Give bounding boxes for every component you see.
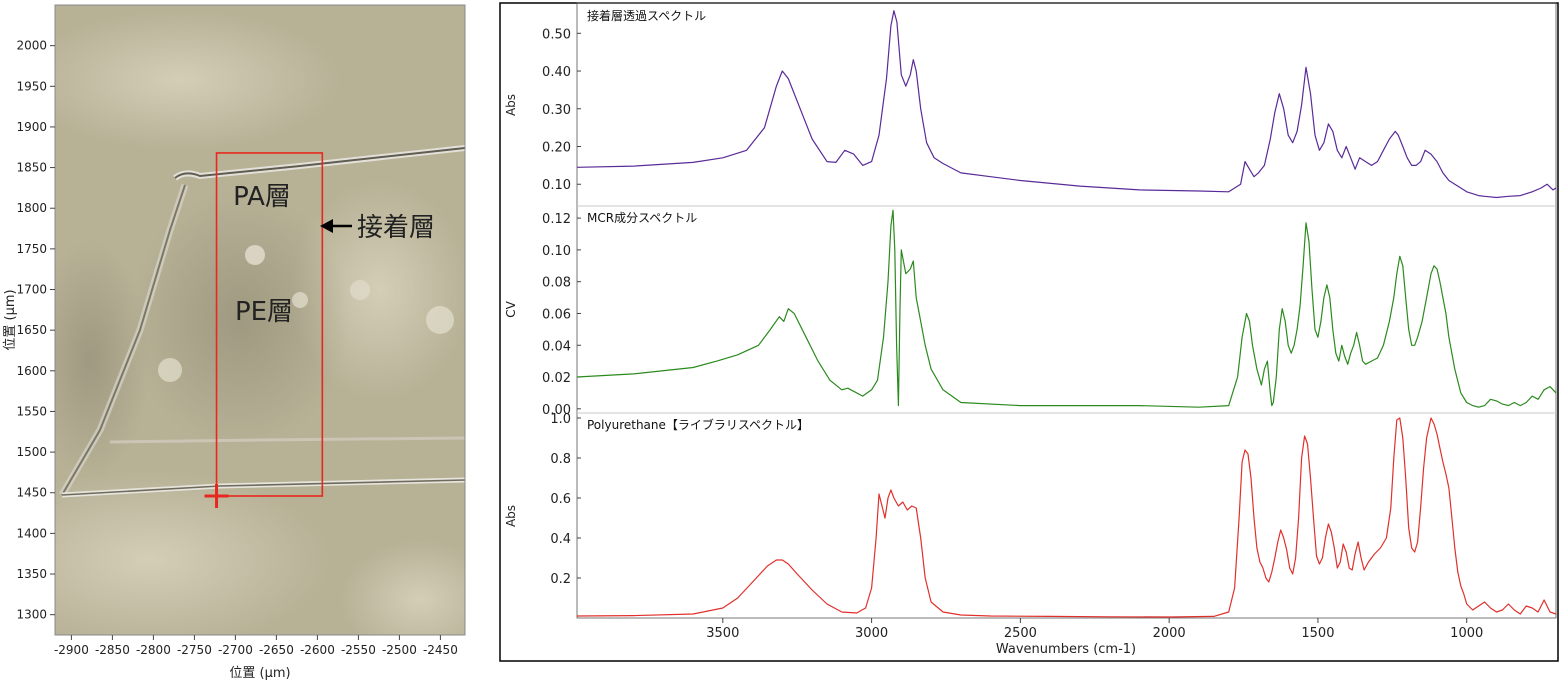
particle bbox=[158, 358, 182, 382]
spectrum-title: Polyurethane【ライブラリスペクトル】 bbox=[587, 417, 809, 432]
y-axis-label: Abs bbox=[504, 94, 518, 116]
pa-layer-label: PA層 bbox=[233, 182, 291, 212]
y-tick-label: 0.04 bbox=[542, 339, 571, 354]
spectra-panel: 接着層透過スペクトル 0.10 0.20 0.30 0.40 0.50 Abs MCR成分スペ… bbox=[499, 2, 1559, 662]
position-marker bbox=[204, 483, 229, 508]
micrograph-image bbox=[55, 5, 465, 635]
y-tick-label: 0.6 bbox=[550, 492, 571, 507]
y-tick-label: 0.00 bbox=[542, 403, 571, 418]
micrograph-axes: -2900 -2850 -2800 -2750 -2700 -2650 -2600 -2550… bbox=[16, 39, 457, 657]
y-tick-label: 0.02 bbox=[542, 371, 571, 386]
texture-light bbox=[55, 10, 340, 150]
roi-rectangle bbox=[215, 152, 324, 497]
micrograph-y-tick-label: 1750 bbox=[16, 242, 47, 256]
y-tick-label: 0.10 bbox=[542, 178, 571, 193]
y-axis-label: Abs bbox=[504, 505, 518, 527]
adhesive-arrow bbox=[320, 219, 352, 233]
texture-light bbox=[55, 470, 330, 635]
y-tick-label: 0.06 bbox=[542, 307, 571, 322]
y-tick-label: 0.4 bbox=[550, 532, 571, 547]
micrograph-y-tick-label: 1400 bbox=[16, 526, 47, 540]
micrograph-y-tick-label: 1950 bbox=[16, 79, 47, 93]
micrograph-x-tick-label: -2800 bbox=[136, 643, 171, 657]
micrograph-y-tick-label: 1600 bbox=[16, 364, 47, 378]
x-tick-label: 3500 bbox=[706, 626, 739, 641]
x-tick-label: 3000 bbox=[855, 626, 888, 641]
wavenumber-axis-label: Wavenumbers (cm-1) bbox=[996, 642, 1136, 657]
y-tick-label: 0.40 bbox=[542, 65, 571, 80]
micrograph-x-tick-label: -2450 bbox=[423, 643, 458, 657]
y-tick-label: 0.20 bbox=[542, 141, 571, 156]
micrograph-x-tick-label: -2750 bbox=[177, 643, 212, 657]
micrograph-x-tick-label: -2650 bbox=[259, 643, 294, 657]
y-tick-label: 0.12 bbox=[542, 212, 571, 227]
micrograph-y-tick-label: 1550 bbox=[16, 404, 47, 418]
particle bbox=[350, 280, 370, 300]
texture-light bbox=[340, 540, 465, 635]
micrograph-x-label: 位置 (µm) bbox=[229, 666, 290, 681]
micrograph-y-tick-label: 1500 bbox=[16, 445, 47, 459]
spectrum-panel-1: 接着層透過スペクトル 0.10 0.20 0.30 0.40 0.50 Abs bbox=[504, 8, 1557, 199]
y-tick-label: 0.2 bbox=[550, 572, 571, 587]
micrograph-x-tick-label: -2900 bbox=[54, 643, 89, 657]
micrograph-x-tick-label: -2850 bbox=[95, 643, 130, 657]
spectra-outer-frame bbox=[499, 2, 1559, 662]
y-tick-label: 1.0 bbox=[550, 412, 571, 427]
spectrum-title: 接着層透過スペクトル bbox=[587, 8, 706, 23]
spectrum-line bbox=[576, 417, 1557, 618]
spectrum-panel-2: MCR成分スペクトル 0.00 0.02 0.04 0.06 0.08 0.10 0.12 CV bbox=[504, 205, 1557, 418]
spectra-panels: 接着層透過スペクトル 0.10 0.20 0.30 0.40 0.50 Abs MCR成分スペ… bbox=[504, 8, 1557, 618]
spectrum-line bbox=[576, 10, 1557, 199]
y-tick-label: 0.30 bbox=[542, 103, 571, 118]
y-axis-label: CV bbox=[504, 300, 518, 317]
spectrum-panel-3: Polyurethane【ライブラリスペクトル】 0.2 0.4 0.6 0.8 1.0 A… bbox=[504, 412, 1557, 618]
micrograph-frame bbox=[54, 4, 466, 636]
particle bbox=[426, 306, 454, 334]
pe-layer-label: PE層 bbox=[235, 297, 293, 327]
lower-boundary-line bbox=[61, 479, 465, 496]
texture-dark bbox=[55, 240, 150, 480]
texture-dark bbox=[130, 190, 350, 450]
lower-boundary bbox=[109, 436, 465, 444]
micrograph-y-tick-label: 1900 bbox=[16, 120, 47, 134]
micrograph-y-tick-label: 1450 bbox=[16, 486, 47, 500]
y-tick-label: 0.50 bbox=[542, 27, 571, 42]
pa-boundary-line bbox=[174, 147, 465, 179]
spectra-plot-area bbox=[576, 2, 1557, 619]
y-tick-label: 0.10 bbox=[542, 244, 571, 259]
x-tick-label: 2000 bbox=[1153, 626, 1186, 641]
micrograph-y-tick-label: 1650 bbox=[16, 323, 47, 337]
micrograph-y-tick-label: 2000 bbox=[16, 39, 47, 53]
micrograph-panel: -2900 -2850 -2800 -2750 -2700 -2650 -2600 -2550… bbox=[3, 4, 466, 681]
particle bbox=[245, 245, 265, 265]
micrograph-y-tick-label: 1700 bbox=[16, 283, 47, 297]
micrograph-x-tick-label: -2700 bbox=[218, 643, 253, 657]
micrograph-y-tick-label: 1850 bbox=[16, 161, 47, 175]
x-tick-label: 1500 bbox=[1301, 626, 1334, 641]
y-tick-label: 0.08 bbox=[542, 276, 571, 291]
micrograph-x-tick-label: -2500 bbox=[382, 643, 417, 657]
spectrum-title: MCR成分スペクトル bbox=[587, 211, 697, 225]
micrograph-x-tick-label: -2550 bbox=[341, 643, 376, 657]
micrograph-y-tick-label: 1300 bbox=[16, 608, 47, 622]
x-tick-label: 1000 bbox=[1450, 626, 1483, 641]
particle bbox=[292, 292, 308, 308]
arrow-head bbox=[320, 219, 333, 233]
spectrum-line bbox=[576, 209, 1557, 408]
micrograph-y-tick-label: 1800 bbox=[16, 201, 47, 215]
micrograph-y-label: 位置 (µm) bbox=[3, 289, 18, 350]
micrograph-x-tick-label: -2600 bbox=[300, 643, 335, 657]
x-tick-label: 2500 bbox=[1004, 626, 1037, 641]
wavenumber-axis: 3500 3000 2500 2000 1500 1000 bbox=[706, 618, 1483, 641]
adhesive-layer-label: 接着層 bbox=[357, 213, 435, 243]
y-tick-label: 0.8 bbox=[550, 452, 571, 467]
micrograph-y-tick-label: 1350 bbox=[16, 567, 47, 581]
sample-edge-line bbox=[61, 184, 186, 496]
